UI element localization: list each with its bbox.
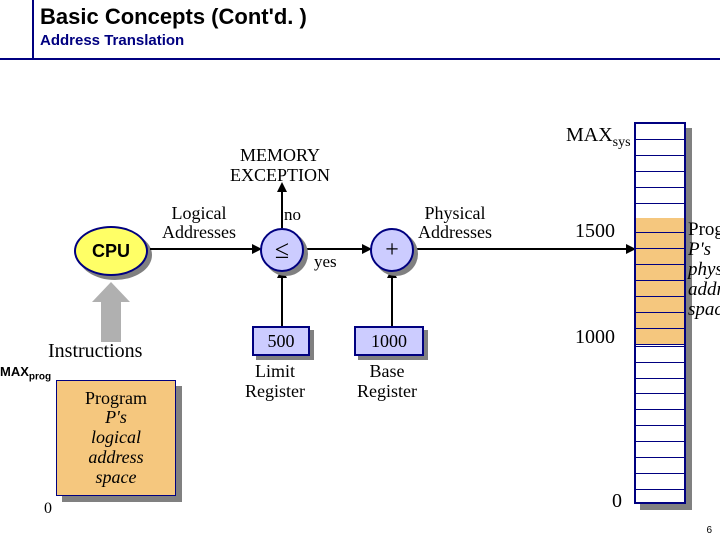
physical-addresses-label: PhysicalAddresses — [418, 204, 492, 242]
max-prog-label: MAXprog — [0, 364, 51, 383]
slide-number: 6 — [706, 525, 712, 536]
memory-cell — [636, 156, 684, 172]
base-register-box: 1000 — [354, 326, 424, 356]
memory-cell — [636, 394, 684, 410]
memory-cell — [636, 172, 684, 188]
cpu-label: CPU — [92, 241, 130, 262]
memory-exception-label: MEMORYEXCEPTION — [230, 146, 330, 186]
arrow-cmp-to-exc-head-icon — [277, 182, 287, 192]
header-hline — [0, 58, 720, 60]
page-title: Basic Concepts (Cont'd. ) — [40, 4, 307, 30]
base-register-value: 1000 — [371, 331, 407, 352]
arrow-add-to-mem — [416, 248, 628, 250]
max-sys-label: MAXsys — [566, 124, 631, 151]
cpu-node: CPU — [74, 226, 148, 276]
max-sys-prefix: MAX — [566, 124, 613, 146]
logical-box-text: ProgramP'slogicaladdressspace — [85, 389, 147, 488]
arrow-base-to-add — [391, 276, 393, 326]
comparator-symbol: ≤ — [275, 235, 289, 265]
mark-0: 0 — [612, 490, 622, 513]
memory-cell — [636, 140, 684, 156]
limit-register-box: 500 — [252, 326, 310, 356]
physical-address-space-highlight — [634, 218, 686, 345]
memory-cell — [636, 379, 684, 395]
memory-cell — [636, 363, 684, 379]
memory-cell — [636, 458, 684, 474]
limit-register-label: LimitRegister — [245, 362, 305, 402]
max-prog-sub: prog — [29, 372, 51, 383]
arrow-cpu-to-cmp — [150, 248, 254, 250]
memory-cell — [636, 347, 684, 363]
adder-symbol: + — [385, 237, 399, 264]
arrow-cmp-to-add — [306, 248, 364, 250]
title-block: Basic Concepts (Cont'd. ) Address Transl… — [40, 4, 307, 49]
no-label: no — [284, 205, 301, 225]
arrow-limit-to-cmp — [281, 276, 283, 326]
max-prog-prefix: MAX — [0, 364, 29, 379]
max-sys-sub: sys — [613, 135, 631, 150]
page-subtitle: Address Translation — [40, 32, 307, 49]
memory-cell — [636, 442, 684, 458]
base-register-label: BaseRegister — [357, 362, 417, 402]
physical-space-label: Program P's physical address space — [688, 220, 720, 320]
memory-cell — [636, 410, 684, 426]
logical-addresses-label: LogicalAddresses — [162, 204, 236, 242]
memory-cell — [636, 188, 684, 204]
arrow-cmp-to-exc — [281, 190, 283, 228]
header-vline — [32, 0, 34, 60]
memory-cell — [636, 474, 684, 490]
memory-cell — [636, 124, 684, 140]
memory-cell — [636, 426, 684, 442]
memory-cell — [636, 490, 684, 506]
instructions-arrow-icon — [92, 282, 130, 342]
yes-label: yes — [314, 252, 337, 272]
mark-1500: 1500 — [575, 220, 615, 243]
adder-node: + — [370, 228, 414, 272]
limit-register-value: 500 — [268, 331, 295, 352]
mark-1000: 1000 — [575, 326, 615, 349]
instructions-label: Instructions — [48, 340, 142, 363]
comparator-node: ≤ — [260, 228, 304, 272]
logical-address-space-box: ProgramP'slogicaladdressspace — [56, 380, 176, 496]
logical-zero-label: 0 — [44, 500, 52, 518]
